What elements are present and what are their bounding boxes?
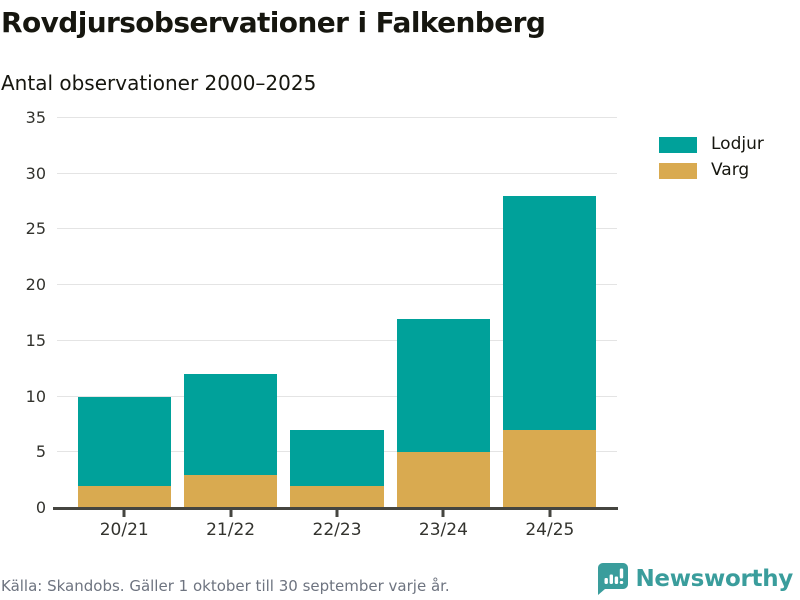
y-axis-tick-label: 10 bbox=[25, 386, 46, 406]
lodjur-swatch-icon bbox=[659, 136, 697, 153]
plot-area: 0 5 10 15 20 25 30 35 20/21 21/22 22/23 23/24 24/25 bbox=[26, 110, 618, 540]
y-axis-tick-label: 30 bbox=[25, 163, 46, 183]
bar-segment-lodjur bbox=[503, 196, 597, 430]
bar-segment-lodjur bbox=[290, 430, 384, 486]
brand-wordmark: Newsworthy bbox=[635, 565, 793, 592]
bar-group-23-24: 23/24 bbox=[390, 118, 496, 540]
x-axis-tick-label: 21/22 bbox=[206, 520, 256, 540]
x-axis-tick-label: 23/24 bbox=[418, 520, 468, 540]
x-axis-tick-label: 20/21 bbox=[99, 520, 149, 540]
y-axis-tick-label: 35 bbox=[25, 108, 46, 127]
y-axis-tick-label: 0 bbox=[35, 498, 46, 517]
gridline bbox=[57, 395, 617, 397]
bar-segment-varg bbox=[184, 474, 278, 508]
legend-label: Lodjur bbox=[711, 134, 764, 154]
chart-legend: Lodjur Varg bbox=[659, 136, 764, 179]
x-axis-tick-label: 22/23 bbox=[312, 520, 362, 540]
gridline bbox=[57, 228, 617, 230]
bar-segment-varg bbox=[503, 430, 597, 508]
bar-segment-lodjur bbox=[77, 396, 171, 486]
bar-bands: 20/21 21/22 22/23 23/24 24/25 bbox=[71, 118, 603, 540]
bar-group-21-22: 21/22 bbox=[177, 118, 283, 540]
legend-label: Varg bbox=[711, 160, 750, 180]
chart-title: Rovdjursobservationer i Falkenberg bbox=[1, 6, 546, 39]
bar-group-22-23: 22/23 bbox=[284, 118, 390, 540]
x-axis-tick-mark bbox=[229, 509, 233, 517]
y-axis-tick-label: 20 bbox=[25, 275, 46, 295]
x-axis-tick-mark bbox=[548, 509, 552, 517]
source-note: Källa: Skandobs. Gäller 1 oktober till 3… bbox=[1, 577, 450, 595]
gridline bbox=[57, 339, 617, 341]
gridline bbox=[57, 284, 617, 286]
y-axis-tick-label: 5 bbox=[35, 442, 46, 462]
x-axis-line bbox=[53, 507, 618, 510]
bar-segment-lodjur bbox=[396, 318, 490, 453]
bar-segment-varg bbox=[290, 485, 384, 508]
x-axis-tick-mark bbox=[122, 509, 126, 517]
bar-group-24-25: 24/25 bbox=[497, 118, 603, 540]
x-axis-tick-mark bbox=[335, 509, 339, 517]
bar-segment-lodjur bbox=[184, 374, 278, 475]
gridline bbox=[57, 172, 617, 174]
bar-group-20-21: 20/21 bbox=[71, 118, 177, 540]
x-axis-tick-mark bbox=[441, 509, 445, 517]
legend-item-varg: Varg bbox=[659, 162, 764, 179]
gridline bbox=[57, 117, 617, 118]
chart-subtitle: Antal observationer 2000–2025 bbox=[1, 71, 317, 95]
bar-segment-varg bbox=[396, 452, 490, 508]
legend-item-lodjur: Lodjur bbox=[659, 136, 764, 153]
y-axis-tick-label: 15 bbox=[25, 330, 46, 350]
newsworthy-logo[interactable]: Newsworthy bbox=[597, 562, 793, 596]
bar-segment-varg bbox=[77, 485, 171, 508]
x-axis-tick-label: 24/25 bbox=[525, 520, 575, 540]
varg-swatch-icon bbox=[659, 162, 697, 179]
bar-chart-speech-bubble-icon bbox=[597, 562, 629, 596]
y-axis-tick-label: 25 bbox=[25, 219, 46, 239]
